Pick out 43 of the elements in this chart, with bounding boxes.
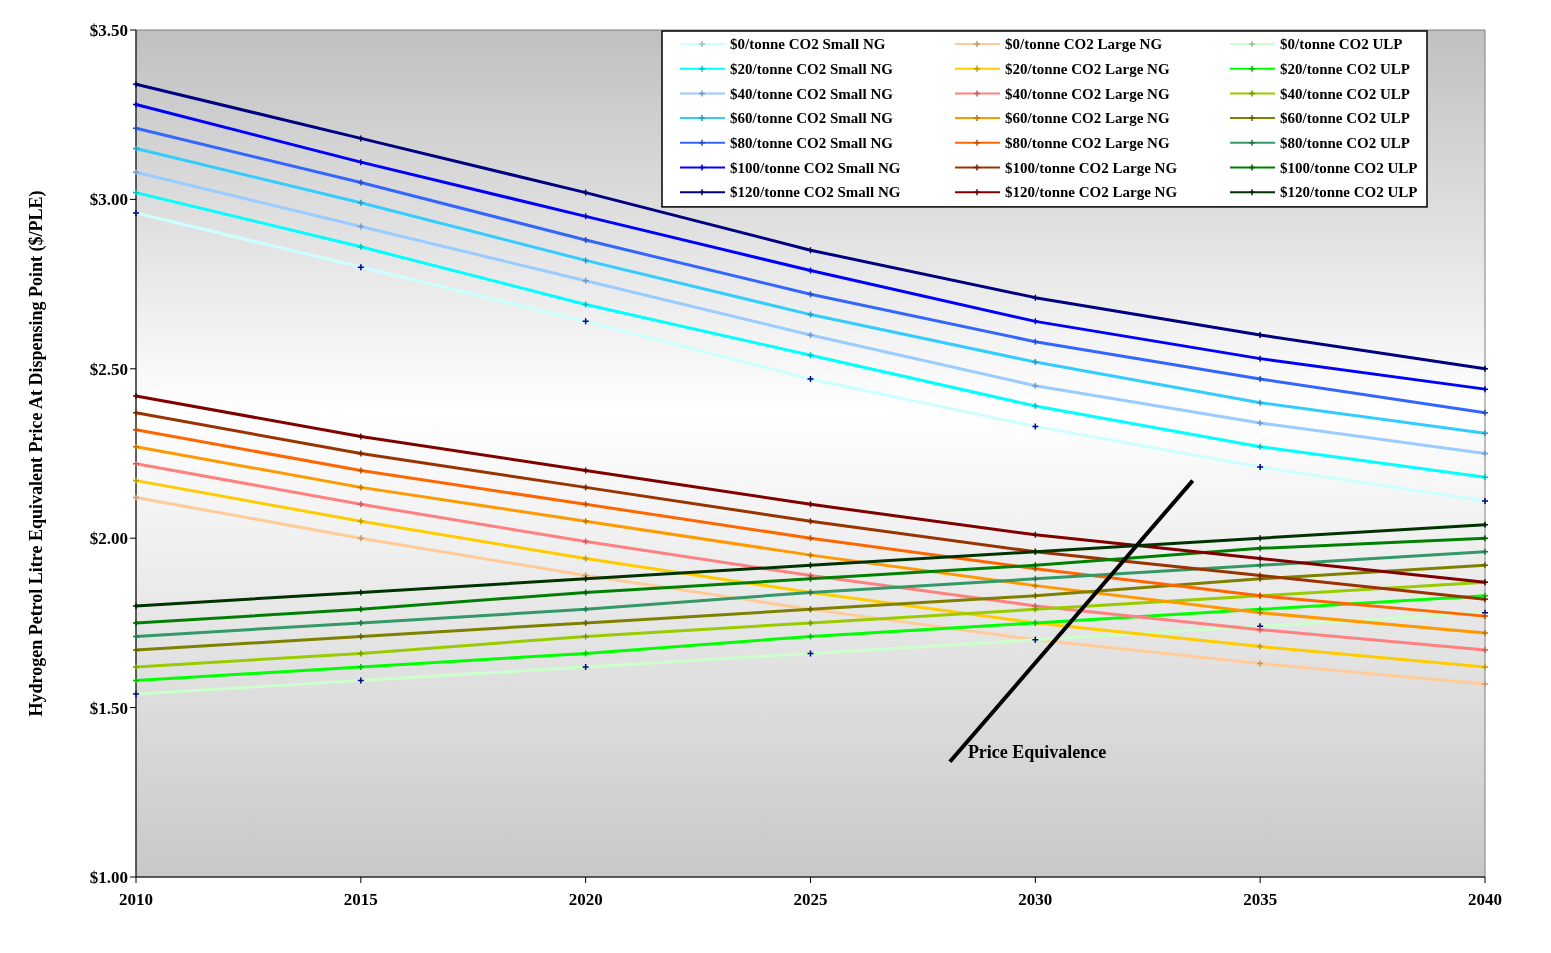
- x-tick-label: 2030: [1018, 890, 1053, 909]
- legend-label: $120/tonne CO2 Small NG: [730, 184, 901, 201]
- legend-label: $0/tonne CO2 Large NG: [1005, 36, 1163, 53]
- legend-label: $60/tonne CO2 Small NG: [730, 110, 894, 127]
- x-tick-label: 2040: [1468, 890, 1502, 909]
- point: [132, 602, 140, 610]
- legend-label: $120/tonne CO2 Large NG: [1005, 184, 1178, 201]
- point: [1481, 365, 1489, 373]
- legend-label: $60/tonne CO2 ULP: [1280, 110, 1411, 127]
- x-tick-label: 2015: [343, 890, 378, 909]
- legend-label: $100/tonne CO2 ULP: [1280, 159, 1418, 176]
- point: [357, 619, 365, 627]
- legend-label: $80/tonne CO2 ULP: [1280, 135, 1411, 152]
- x-tick-label: 2035: [1243, 890, 1278, 909]
- legend-label: $40/tonne CO2 Large NG: [1005, 85, 1170, 102]
- legend-label: $20/tonne CO2 ULP: [1280, 60, 1411, 77]
- x-tick-label: 2010: [119, 890, 153, 909]
- point: [1481, 534, 1489, 542]
- y-tick-label: $1.50: [89, 698, 128, 718]
- annotation: Price Equivalence: [967, 741, 1107, 762]
- y-tick-label: $1.00: [89, 867, 128, 887]
- x-tick-label: 2020: [568, 890, 603, 909]
- x-tick-label: 2025: [793, 890, 828, 909]
- point: [1256, 331, 1264, 339]
- y-tick-label: $2.00: [89, 529, 128, 549]
- y-tick-label: $2.50: [89, 359, 128, 379]
- legend-label: $60/tonne CO2 Large NG: [1005, 110, 1170, 127]
- legend-label: $120/tonne CO2 ULP: [1280, 184, 1418, 201]
- legend-label: $80/tonne CO2 Small NG: [730, 135, 894, 152]
- legend-label: $40/tonne CO2 Small NG: [730, 85, 894, 102]
- y-tick-label: $3.00: [89, 190, 128, 210]
- point: [1481, 548, 1489, 556]
- y-axis-title: Hydrogen Petrol Litre Equivalent Price At Dispensing Point ($/PLE): [26, 190, 47, 717]
- legend-label: $0/tonne CO2 Small NG: [730, 36, 886, 53]
- legend-label: $0/tonne CO2 ULP: [1280, 36, 1403, 53]
- legend-label: $80/tonne CO2 Large NG: [1005, 135, 1170, 152]
- legend-label: $40/tonne CO2 ULP: [1280, 85, 1411, 102]
- legend-label: $20/tonne CO2 Large NG: [1005, 60, 1170, 77]
- y-tick-label: $3.50: [89, 20, 128, 40]
- legend-label: $100/tonne CO2 Large NG: [1005, 159, 1178, 176]
- point: [1256, 534, 1264, 542]
- legend-label: $20/tonne CO2 Small NG: [730, 60, 894, 77]
- legend-label: $100/tonne CO2 Small NG: [730, 159, 901, 176]
